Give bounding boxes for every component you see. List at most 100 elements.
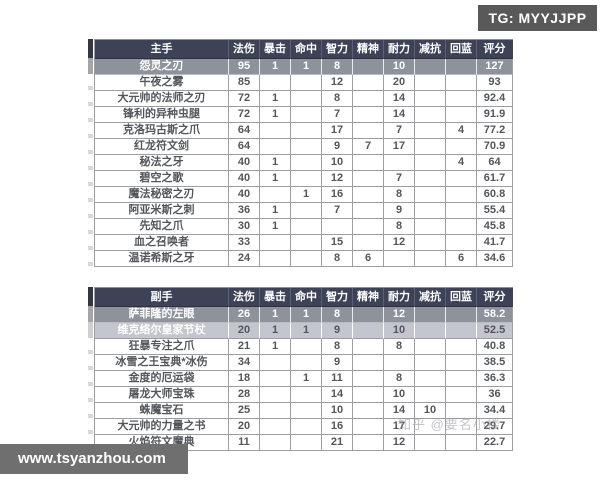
stat-table-block: 主手 法伤 暴击 命中 智力 精神 耐力 减抗 回蓝 评分 怨灵之刃 95 1 1 8 10 127 午夜之雾 85… — [88, 39, 518, 267]
stat-value-cell: 10 — [384, 323, 415, 339]
stat-value-cell — [415, 419, 446, 435]
stat-tables-area: 主手 法伤 暴击 命中 智力 精神 耐力 减抗 回蓝 评分 怨灵之刃 95 1 1 8 10 127 午夜之雾 85… — [88, 39, 518, 471]
column-header: 命中 — [291, 40, 322, 59]
stat-value-cell — [260, 403, 291, 419]
tg-contact-badge: TG: MYYJJPP — [478, 5, 597, 31]
stat-value-cell: 24 — [229, 251, 260, 267]
stat-value-cell: 1 — [260, 59, 291, 75]
stat-value-cell: 95 — [229, 59, 260, 75]
stat-value-cell — [291, 419, 322, 435]
stat-value-cell — [291, 139, 322, 155]
stat-value-cell: 8 — [384, 187, 415, 203]
stat-value-cell: 34.4 — [477, 403, 513, 419]
stat-value-cell — [353, 419, 384, 435]
row-edge-tick — [88, 338, 93, 354]
stat-value-cell: 12 — [322, 171, 353, 187]
stat-value-cell — [415, 59, 446, 75]
stat-value-cell — [353, 307, 384, 323]
stat-value-cell — [291, 387, 322, 403]
stat-value-cell — [446, 323, 477, 339]
column-header: 减抗 — [415, 288, 446, 307]
table-row: 狂暴专注之爪 21 1 8 8 40.8 — [95, 339, 513, 355]
stat-value-cell: 1 — [291, 187, 322, 203]
stat-value-cell: 10 — [415, 403, 446, 419]
stat-value-cell: 55.4 — [477, 203, 513, 219]
stat-value-cell: 91.9 — [477, 107, 513, 123]
column-header: 精神 — [353, 288, 384, 307]
column-header: 命中 — [291, 288, 322, 307]
stat-value-cell: 58.2 — [477, 307, 513, 323]
stat-value-cell — [260, 371, 291, 387]
edge-header-block — [88, 287, 93, 306]
stat-value-cell: 30 — [229, 219, 260, 235]
stat-value-cell — [415, 123, 446, 139]
stat-value-cell — [353, 107, 384, 123]
stat-value-cell: 17 — [384, 139, 415, 155]
stat-value-cell: 36.3 — [477, 371, 513, 387]
stat-value-cell — [291, 171, 322, 187]
stat-value-cell — [291, 251, 322, 267]
stat-value-cell: 52.5 — [477, 323, 513, 339]
stat-value-cell: 64 — [229, 123, 260, 139]
item-name-cell: 克洛玛古斯之爪 — [95, 123, 229, 139]
stat-value-cell: 34.6 — [477, 251, 513, 267]
stat-value-cell — [415, 387, 446, 403]
stat-value-cell: 17 — [322, 123, 353, 139]
stat-value-cell — [353, 235, 384, 251]
table-row: 午夜之雾 85 12 20 93 — [95, 75, 513, 91]
stat-value-cell — [353, 203, 384, 219]
stat-value-cell: 1 — [260, 171, 291, 187]
stat-value-cell — [353, 323, 384, 339]
stat-value-cell — [446, 387, 477, 403]
table-row: 怨灵之刃 95 1 1 8 10 127 — [95, 59, 513, 75]
item-name-cell: 红龙符文剑 — [95, 139, 229, 155]
stat-value-cell — [291, 355, 322, 371]
stat-value-cell — [446, 419, 477, 435]
item-name-cell: 碧空之歌 — [95, 171, 229, 187]
stat-value-cell: 10 — [384, 387, 415, 403]
stat-value-cell: 1 — [260, 107, 291, 123]
stat-value-cell — [353, 371, 384, 387]
stat-value-cell — [446, 307, 477, 323]
stat-value-cell — [291, 403, 322, 419]
stat-value-cell: 1 — [260, 323, 291, 339]
stat-value-cell — [415, 323, 446, 339]
stat-value-cell: 38.5 — [477, 355, 513, 371]
column-header: 精神 — [353, 40, 384, 59]
stat-value-cell — [415, 435, 446, 451]
stat-value-cell — [415, 171, 446, 187]
table-row: 温诺希斯之牙 24 8 6 6 34.6 — [95, 251, 513, 267]
stat-value-cell — [415, 203, 446, 219]
stat-value-cell: 1 — [260, 307, 291, 323]
stat-value-cell — [415, 91, 446, 107]
stat-value-cell — [260, 387, 291, 403]
column-header: 暴击 — [260, 40, 291, 59]
stat-value-cell: 4 — [446, 155, 477, 171]
stat-value-cell: 14 — [384, 403, 415, 419]
header-row: 副手 法伤 暴击 命中 智力 精神 耐力 减抗 回蓝 评分 — [95, 288, 513, 307]
stat-value-cell — [353, 219, 384, 235]
stat-value-cell — [260, 123, 291, 139]
stat-value-cell — [446, 107, 477, 123]
stat-value-cell — [446, 59, 477, 75]
edge-header-block — [88, 39, 93, 58]
stat-value-cell: 9 — [384, 203, 415, 219]
item-name-cell: 蛛魔宝石 — [95, 403, 229, 419]
stat-value-cell: 25 — [229, 403, 260, 419]
stat-value-cell: 10 — [384, 59, 415, 75]
table-row: 维克络尔皇家节杖 20 1 1 9 10 52.5 — [95, 323, 513, 339]
stat-value-cell: 8 — [384, 339, 415, 355]
stat-value-cell: 12 — [384, 307, 415, 323]
column-header: 减抗 — [415, 40, 446, 59]
stat-value-cell — [415, 355, 446, 371]
stat-value-cell: 8 — [384, 371, 415, 387]
row-edge-tick — [88, 106, 93, 122]
stat-value-cell — [353, 435, 384, 451]
stat-value-cell — [353, 387, 384, 403]
item-name-cell: 锋利的异种虫腿 — [95, 107, 229, 123]
stat-value-cell — [353, 123, 384, 139]
row-edge-tick — [88, 202, 93, 218]
item-name-cell: 血之召唤者 — [95, 235, 229, 251]
stat-value-cell — [415, 339, 446, 355]
stat-value-cell: 1 — [291, 59, 322, 75]
